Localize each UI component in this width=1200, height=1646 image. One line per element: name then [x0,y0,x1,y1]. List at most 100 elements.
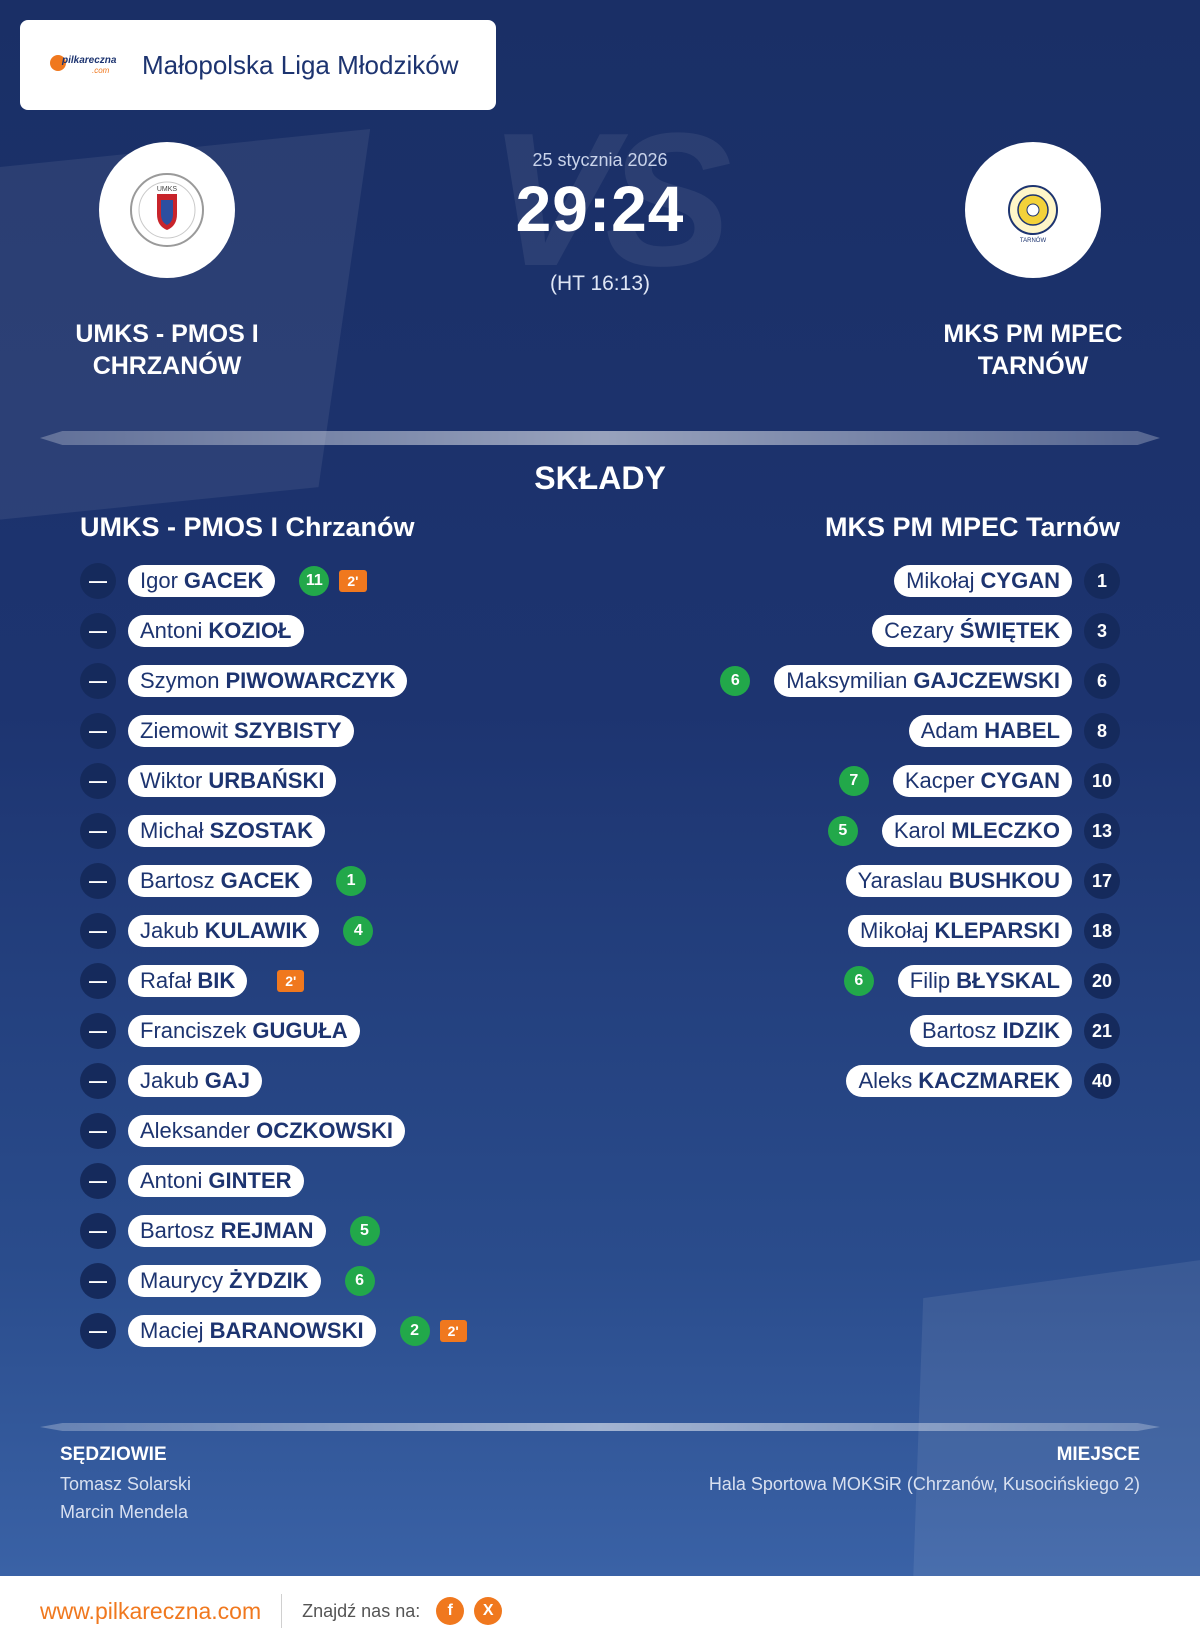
referees-label: SĘDZIOWIE [60,1444,167,1465]
brand-logo[interactable]: pilkareczna .com [48,52,120,78]
player-name[interactable]: Antoni KOZIOŁ [128,615,304,647]
player-name[interactable]: Igor GACEK [128,565,276,597]
player-number: 40 [1084,1063,1120,1099]
player-last-name: SZOSTAK [209,818,314,843]
home-crest: UMKS [99,142,235,278]
player-row: 6 Maksymilian GAJCZEWSKI 6 [720,656,1120,706]
player-name[interactable]: Franciszek GUGUŁA [128,1015,360,1047]
player-last-name: ŚWIĘTEK [959,618,1060,643]
vs-watermark: VS [488,94,731,306]
player-number: — [80,1063,116,1099]
player-number: 13 [1084,813,1120,849]
site-link[interactable]: www.pilkareczna.com [40,1597,262,1624]
player-row: — Antoni KOZIOŁ [80,606,467,656]
player-name[interactable]: Maksymilian GAJCZEWSKI [774,665,1072,697]
player-last-name: IDZIK [1002,1018,1060,1043]
player-number: — [80,563,116,599]
player-row: — Bartosz GACEK 1 [80,856,467,906]
venue-label: MIEJSCE [1056,1444,1140,1465]
player-first-name: Wiktor [140,768,203,793]
away-crest-icon: TARNÓW [1008,185,1058,244]
player-name[interactable]: Bartosz GACEK [128,865,313,897]
footer-separator [281,1594,283,1628]
away-lineup-title: MKS PM MPEC Tarnów [824,512,1120,542]
player-name[interactable]: Mikołaj KLEPARSKI [848,915,1072,947]
home-team-name[interactable]: UMKS - PMOS I CHRZANÓW [17,318,317,382]
player-name[interactable]: Yaraslau BUSHKOU [845,865,1072,897]
home-lineup-title: UMKS - PMOS I Chrzanów [80,512,415,542]
player-number: — [80,913,116,949]
player-name[interactable]: Michał SZOSTAK [128,815,326,847]
player-last-name: GAJCZEWSKI [913,668,1060,693]
player-number: — [80,763,116,799]
referee-name: Marcin Mendela [60,1502,189,1522]
player-number: 18 [1084,913,1120,949]
brand-suffix: .com [92,66,110,75]
player-name[interactable]: Filip BŁYSKAL [897,965,1072,997]
player-row: — Maciej BARANOWSKI 2 2' [80,1306,467,1356]
player-name[interactable]: Jakub KULAWIK [128,915,320,947]
player-last-name: CYGAN [980,768,1060,793]
player-row: — Aleksander OCZKOWSKI [80,1106,467,1156]
footer-divider [40,1423,1160,1431]
player-last-name: KOZIOŁ [208,618,292,643]
x-icon[interactable]: X [474,1597,503,1625]
player-row: — Jakub GAJ [80,1056,467,1106]
match-date: 25 stycznia 2026 [532,150,668,170]
player-last-name: BIK [197,968,236,993]
player-number: — [80,1213,116,1249]
player-number: — [80,1013,116,1049]
suspension-badge: 2' [439,1320,467,1342]
player-name[interactable]: Aleksander OCZKOWSKI [128,1115,405,1147]
player-number: 3 [1084,613,1120,649]
player-first-name: Antoni [140,1168,203,1193]
player-number: 21 [1084,1013,1120,1049]
player-row: 5 Karol MLECZKO 13 [720,806,1120,856]
player-row: — Maurycy ŻYDZIK 6 [80,1256,467,1306]
home-team-name-line1: UMKS - PMOS I [75,320,259,348]
player-first-name: Rafał [140,968,192,993]
player-name[interactable]: Ziemowit SZYBISTY [128,715,354,747]
away-team-name[interactable]: MKS PM MPEC TARNÓW [883,318,1183,382]
player-first-name: Filip [909,968,951,993]
player-name[interactable]: Maurycy ŻYDZIK [128,1265,321,1297]
player-name[interactable]: Cezary ŚWIĘTEK [872,615,1072,647]
referee-name: Tomasz Solarski [60,1474,192,1494]
player-name[interactable]: Maciej BARANOWSKI [128,1315,376,1347]
facebook-icon[interactable]: f [436,1597,465,1625]
home-crest-icon: UMKS [130,173,204,247]
halftime-score: (HT 16:13) [550,272,650,295]
player-number: — [80,1113,116,1149]
player-name[interactable]: Szymon PIWOWARCZYK [128,665,408,697]
player-last-name: GUGUŁA [252,1018,348,1043]
player-first-name: Michał [140,818,204,843]
decorative-shape [911,1245,1200,1576]
player-name[interactable]: Kacper CYGAN [892,765,1072,797]
player-name[interactable]: Rafał BIK [128,965,248,997]
player-number: — [80,1163,116,1199]
player-name[interactable]: Bartosz IDZIK [909,1015,1072,1047]
player-name[interactable]: Jakub GAJ [128,1065,262,1097]
player-name[interactable]: Mikołaj CYGAN [894,565,1072,597]
ball-icon [50,55,66,71]
player-first-name: Szymon [140,668,220,693]
away-crest: TARNÓW [965,142,1101,278]
away-team-name-line2: TARNÓW [977,352,1089,380]
player-name[interactable]: Wiktor URBAŃSKI [128,765,337,797]
player-number: — [80,1313,116,1349]
player-last-name: CYGAN [980,568,1060,593]
find-us-label: Znajdź nas na: [302,1600,421,1621]
player-name[interactable]: Adam HABEL [908,715,1072,747]
player-last-name: OCZKOWSKI [256,1118,393,1143]
player-last-name: REJMAN [220,1218,314,1243]
player-row: Aleks KACZMAREK 40 [720,1056,1120,1106]
player-name[interactable]: Aleks KACZMAREK [846,1065,1072,1097]
player-first-name: Maksymilian [786,668,908,693]
player-name[interactable]: Antoni GINTER [128,1165,304,1197]
player-row: Adam HABEL 8 [720,706,1120,756]
player-number: 8 [1084,713,1120,749]
player-name[interactable]: Bartosz REJMAN [128,1215,326,1247]
player-number: 1 [1084,563,1120,599]
player-name[interactable]: Karol MLECZKO [881,815,1072,847]
player-row: 6 Filip BŁYSKAL 20 [720,956,1120,1006]
